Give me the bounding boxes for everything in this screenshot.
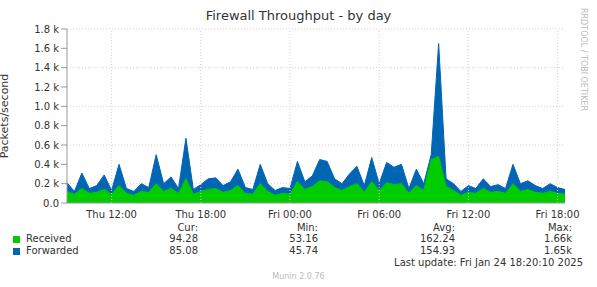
svg-text:Thu 18:00: Thu 18:00 [174,209,226,220]
html-text:94.28: 94.28 [169,233,198,244]
svg-text:1.4 k: 1.4 k [34,62,59,73]
svg-text:0.0: 0.0 [43,198,59,209]
svg-text:Fri 18:00: Fri 18:00 [536,209,580,220]
html-text:45.74: 45.74 [289,245,318,256]
html-text:1.66k: 1.66k [543,233,572,244]
html-text:53.16: 53.16 [289,233,318,244]
html-text:Forwarded: Forwarded [26,245,79,256]
html-text:Firewall Throughput - by day: Firewall Throughput - by day [205,8,392,23]
html-text:Max:: Max: [548,222,572,233]
html-text:Munin 2.0.76: Munin 2.0.76 [272,272,325,281]
svg-text:0.2 k: 0.2 k [34,178,59,189]
html-text:1.65k: 1.65k [543,245,572,256]
html-text:Avg:: Avg: [433,222,455,233]
html-text:Cur:: Cur: [177,222,198,233]
html-text:Received: Received [26,233,72,244]
svg-text:1.8 k: 1.8 k [34,24,59,35]
svg-text:Fri 06:00: Fri 06:00 [357,209,401,220]
svg-text:1.2 k: 1.2 k [34,82,59,93]
html-text:154.93: 154.93 [420,245,455,256]
html-text:Last update: Fri Jan 24 18:20:: Last update: Fri Jan 24 18:20:10 2025 [394,257,583,268]
html-text:162.24: 162.24 [420,233,455,244]
html-text:85.08: 85.08 [169,245,198,256]
svg-text:Thu 12:00: Thu 12:00 [85,209,137,220]
html-text:RRDTOOL / TOBI OETIKER: RRDTOOL / TOBI OETIKER [579,8,588,111]
svg-text:Packets/second: Packets/second [8,74,11,159]
svg-text:Fri 00:00: Fri 00:00 [268,209,312,220]
svg-text:0.8 k: 0.8 k [34,120,59,131]
html-text:Min:: Min: [296,222,318,233]
svg-text:0.6 k: 0.6 k [34,140,59,151]
svg-text:1.6 k: 1.6 k [34,43,59,54]
svg-text:Fri 12:00: Fri 12:00 [446,209,490,220]
svg-text:1.0 k: 1.0 k [34,101,59,112]
svg-text:0.4 k: 0.4 k [34,159,59,170]
